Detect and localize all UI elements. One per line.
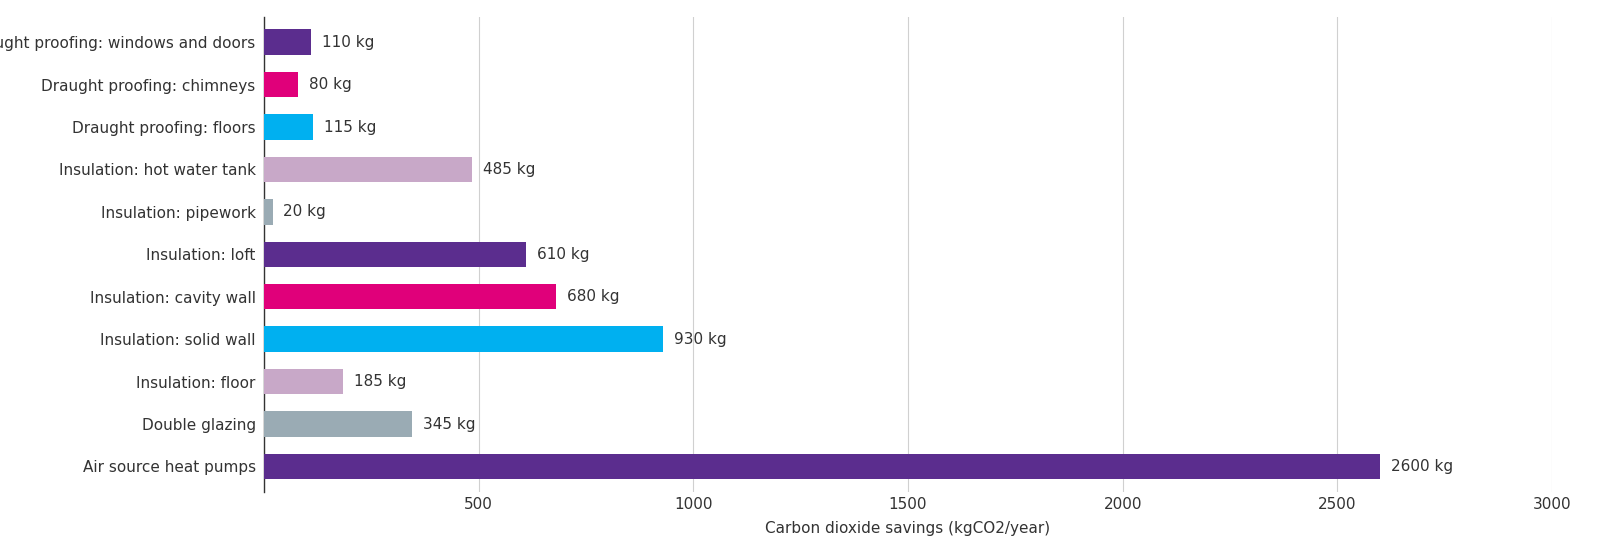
Text: 80 kg: 80 kg: [309, 77, 352, 92]
Text: 185 kg: 185 kg: [354, 374, 406, 389]
Bar: [264, 30, 312, 55]
Text: 485 kg: 485 kg: [483, 162, 536, 177]
Text: 110 kg: 110 kg: [322, 35, 374, 50]
Bar: [264, 199, 272, 225]
Text: 20 kg: 20 kg: [283, 205, 326, 220]
Bar: [264, 284, 555, 310]
Bar: [264, 157, 472, 182]
Bar: [264, 115, 314, 140]
Bar: [264, 326, 664, 352]
Bar: [264, 411, 413, 437]
Text: 930 kg: 930 kg: [674, 331, 726, 347]
Bar: [264, 454, 1381, 479]
Text: 115 kg: 115 kg: [325, 120, 376, 135]
Bar: [264, 369, 344, 394]
Text: 680 kg: 680 kg: [566, 289, 619, 304]
Text: 345 kg: 345 kg: [422, 416, 475, 432]
Text: 610 kg: 610 kg: [536, 247, 589, 262]
Bar: [264, 72, 298, 97]
Text: 2600 kg: 2600 kg: [1390, 459, 1453, 474]
Bar: [264, 241, 526, 267]
X-axis label: Carbon dioxide savings (kgCO2/year): Carbon dioxide savings (kgCO2/year): [765, 521, 1051, 536]
